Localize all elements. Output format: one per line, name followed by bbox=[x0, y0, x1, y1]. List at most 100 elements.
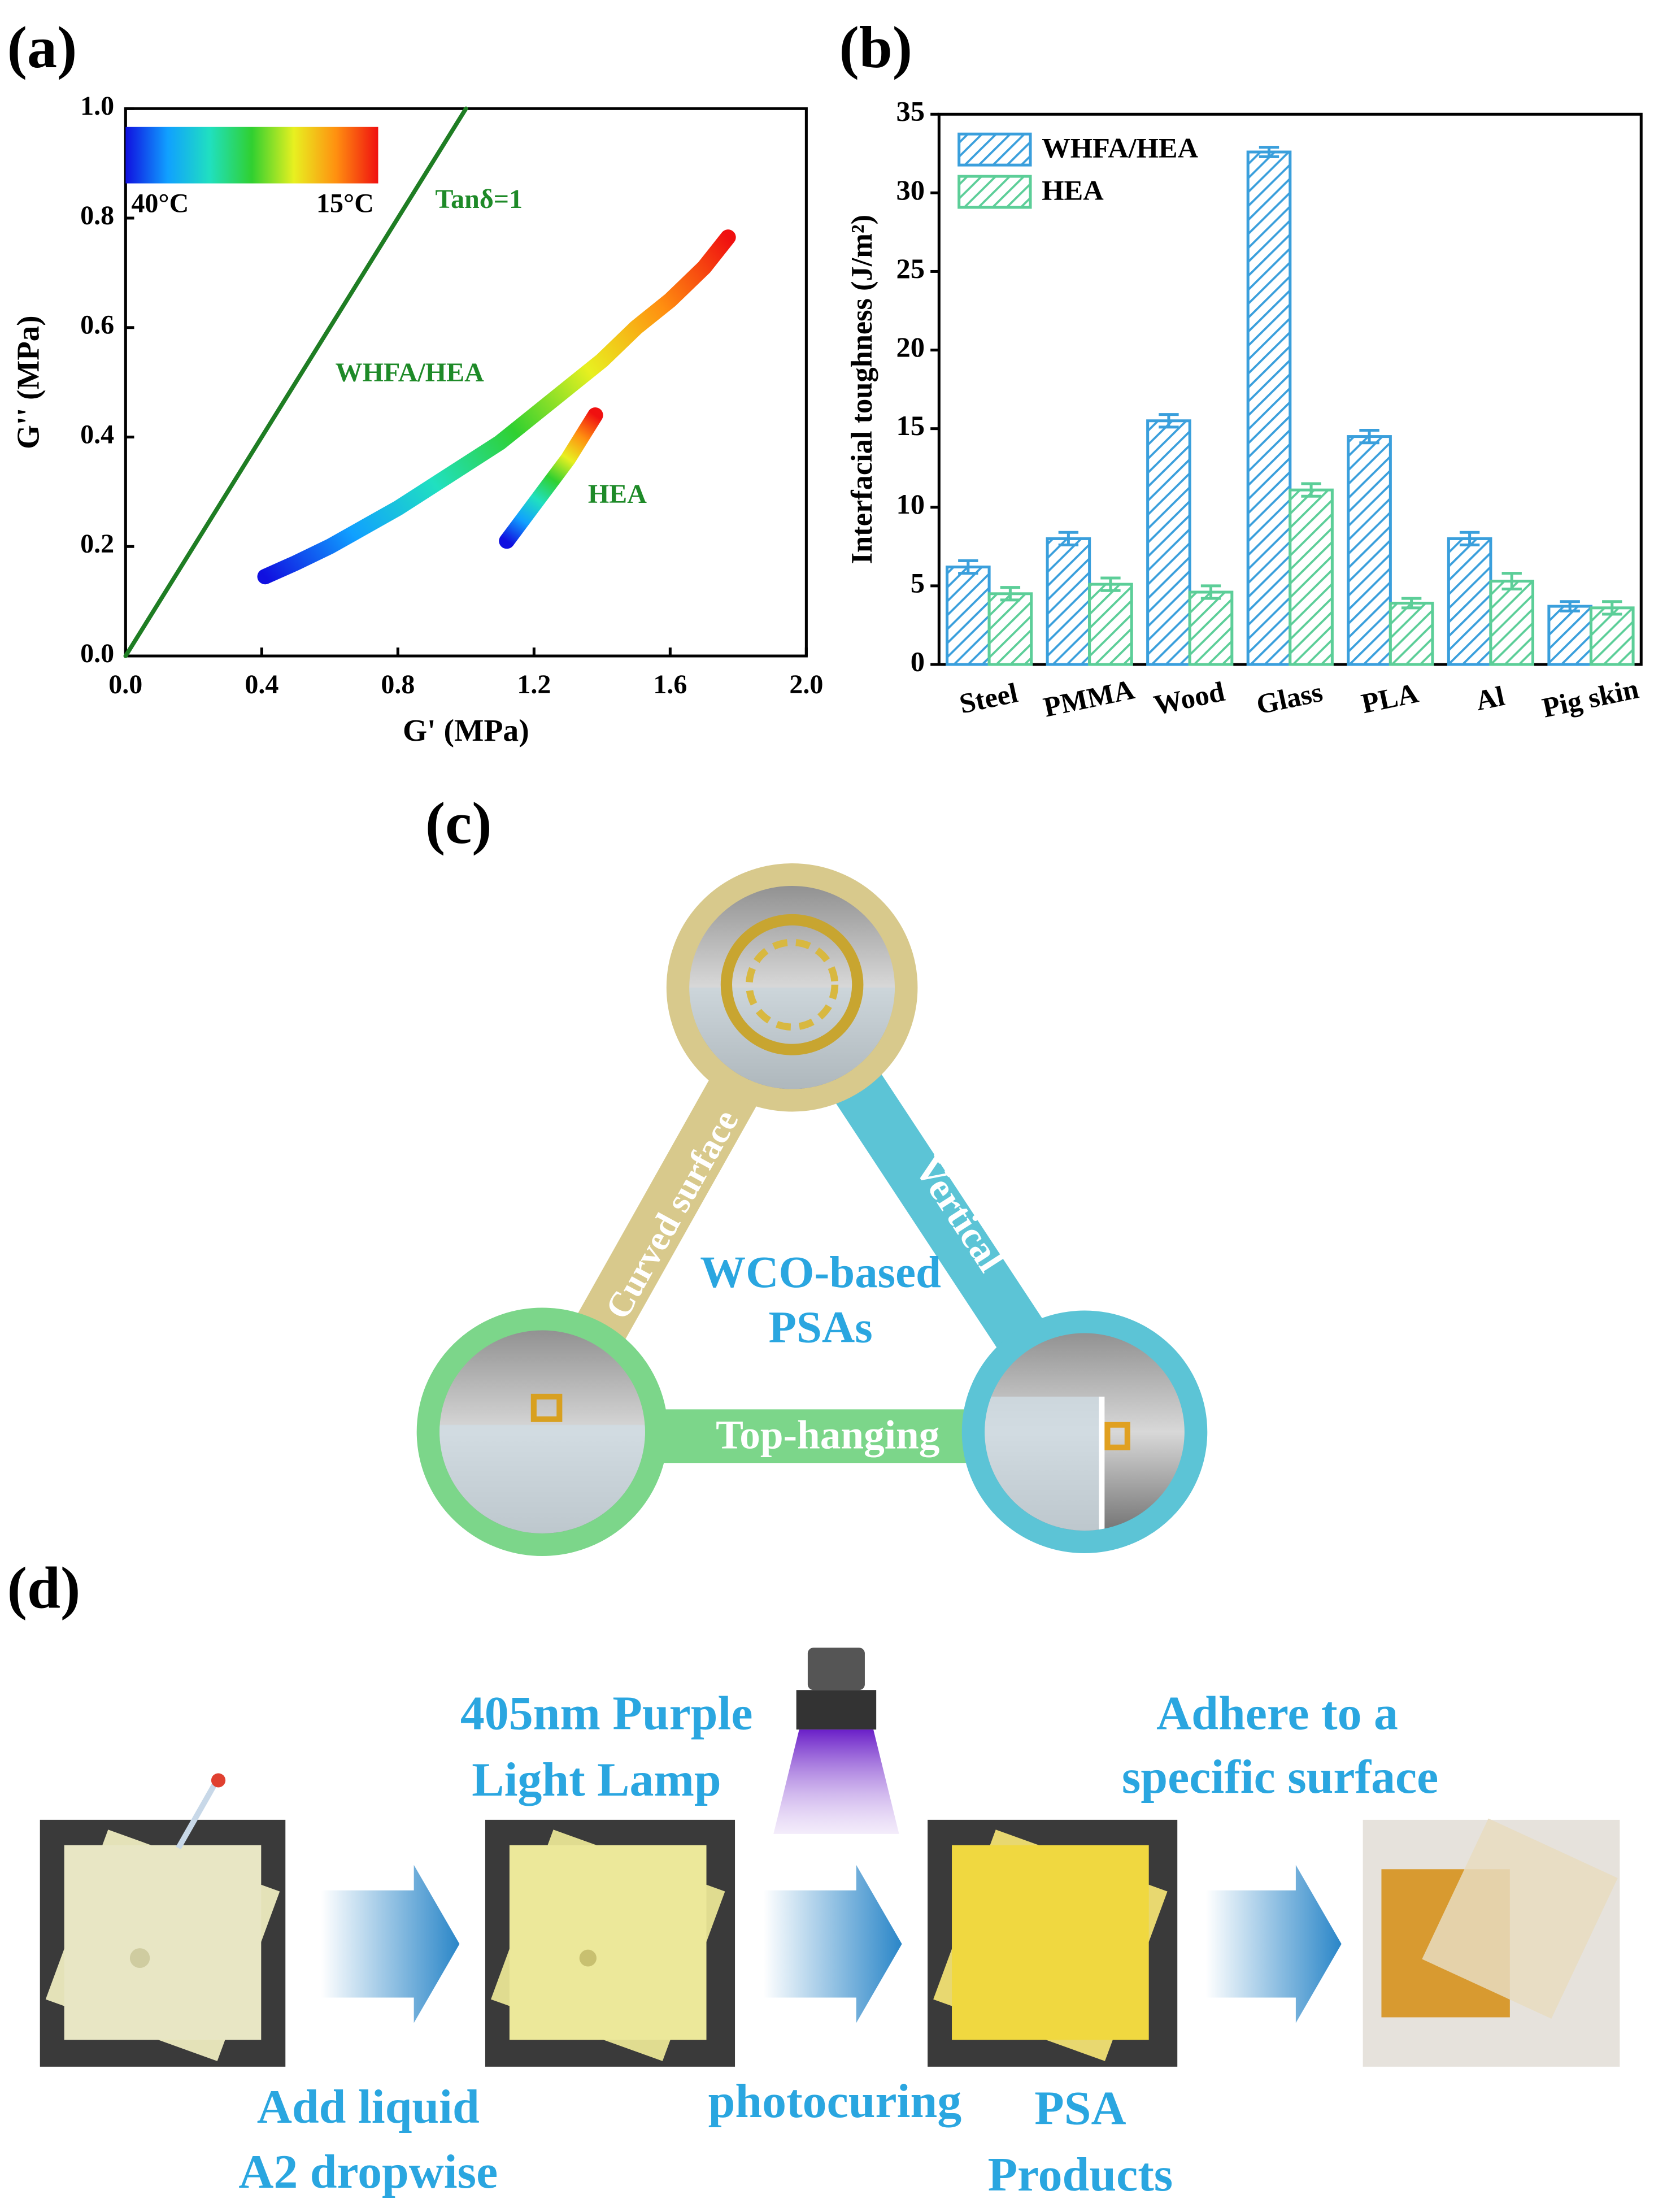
legend-label: HEA bbox=[1042, 175, 1103, 206]
colorbar bbox=[125, 127, 378, 184]
bar bbox=[945, 566, 991, 666]
y-tick-label: 20 bbox=[896, 331, 925, 363]
error-bar bbox=[1359, 428, 1379, 445]
colorbar-label: 15°C bbox=[316, 189, 374, 219]
error-bar bbox=[958, 559, 978, 575]
step-text: A2 dropwise bbox=[238, 2146, 498, 2198]
photo bbox=[928, 1819, 1178, 2067]
x-tick-label: Pig skin bbox=[1539, 673, 1642, 724]
x-tick-label: 0.0 bbox=[108, 670, 142, 699]
step-text: 405nm Purple bbox=[460, 1687, 753, 1740]
y-tick-label: 1.0 bbox=[80, 91, 114, 121]
y-tick-label: 15 bbox=[896, 410, 925, 441]
error-bar bbox=[1501, 572, 1522, 590]
bar bbox=[1347, 435, 1392, 666]
bar bbox=[1188, 590, 1234, 666]
y-axis-label: G'' (MPa) bbox=[11, 315, 45, 449]
arrow bbox=[763, 1865, 902, 2023]
bar bbox=[1547, 605, 1593, 666]
bar bbox=[1046, 537, 1091, 666]
y-tick-label: 10 bbox=[896, 489, 925, 520]
panel-label: (d) bbox=[7, 1555, 81, 1620]
x-tick-label: 1.2 bbox=[517, 670, 551, 699]
arrow bbox=[321, 1865, 460, 2023]
panel-c: (c) WCO-based PSAs Curved surface Vertic… bbox=[416, 790, 1208, 1556]
bar bbox=[987, 592, 1033, 666]
panel-label: (b) bbox=[839, 14, 912, 80]
series-label: Tanδ=1 bbox=[436, 184, 523, 214]
panel-label: (c) bbox=[425, 790, 492, 856]
step-text: specific surface bbox=[1122, 1750, 1438, 1803]
lamp bbox=[807, 1648, 865, 1690]
panel-label: (a) bbox=[7, 14, 77, 80]
colorbar-label: 40°C bbox=[131, 189, 189, 219]
bar bbox=[1088, 583, 1133, 666]
y-tick-label: 0.0 bbox=[80, 638, 114, 668]
step-text: photocuring bbox=[708, 2075, 962, 2128]
arrow bbox=[1205, 1865, 1342, 2023]
error-bar bbox=[1159, 413, 1179, 429]
step-text: Adhere to a bbox=[1156, 1687, 1398, 1740]
photo bbox=[1363, 1818, 1620, 2067]
series-label: HEA bbox=[588, 479, 647, 509]
center-text: WCO-based bbox=[700, 1247, 941, 1297]
y-tick-label: 0 bbox=[911, 646, 925, 677]
series-line bbox=[123, 106, 468, 658]
y-tick-label: 0.4 bbox=[80, 420, 114, 450]
bar bbox=[1489, 580, 1535, 666]
legend-swatch bbox=[957, 175, 1032, 209]
legend-swatch bbox=[957, 132, 1032, 167]
y-axis-label: Interfacial toughness (J/m²) bbox=[846, 215, 878, 564]
x-tick-label: 1.6 bbox=[653, 670, 687, 699]
y-tick-label: 0.2 bbox=[80, 529, 114, 559]
step-text: Add liquid bbox=[257, 2081, 480, 2133]
series-label: WHFA/HEA bbox=[336, 358, 485, 388]
series-line bbox=[499, 407, 603, 549]
step-text: Products bbox=[988, 2148, 1173, 2201]
error-bar bbox=[1200, 584, 1221, 600]
x-tick-label: PLA bbox=[1359, 677, 1421, 719]
y-tick-label: 0.8 bbox=[80, 201, 114, 231]
y-tick-label: 25 bbox=[896, 253, 925, 284]
error-bar bbox=[1560, 600, 1580, 612]
bar bbox=[1246, 150, 1292, 666]
bar bbox=[1389, 601, 1434, 666]
error-bar bbox=[1401, 597, 1422, 610]
error-bar bbox=[1459, 531, 1480, 547]
y-tick-label: 5 bbox=[911, 567, 925, 599]
center-text: PSAs bbox=[769, 1302, 873, 1352]
y-tick-label: 0.6 bbox=[80, 310, 114, 340]
error-bar bbox=[1602, 600, 1622, 616]
panel-d: (d) bbox=[7, 1555, 1620, 2201]
x-tick-label: Al bbox=[1473, 680, 1507, 716]
error-bar bbox=[1301, 482, 1321, 498]
x-tick-label: Steel bbox=[956, 677, 1020, 720]
x-tick-label: 0.4 bbox=[245, 670, 278, 699]
y-tick-label: 30 bbox=[896, 174, 925, 206]
photo bbox=[485, 1819, 735, 2067]
series-line bbox=[257, 229, 736, 585]
x-tick-label: 0.8 bbox=[381, 670, 415, 699]
x-tick-label: 2.0 bbox=[789, 670, 823, 699]
error-bar bbox=[1259, 146, 1279, 158]
error-bar bbox=[1100, 576, 1121, 592]
x-tick-label: Wood bbox=[1151, 675, 1227, 720]
x-tick-label: Glass bbox=[1253, 676, 1325, 720]
x-tick-label: PMMA bbox=[1041, 673, 1137, 723]
bar bbox=[1589, 606, 1635, 666]
lamp-beam bbox=[773, 1729, 899, 1834]
photo bbox=[40, 1773, 286, 2067]
bar bbox=[1447, 537, 1492, 666]
legend-label: WHFA/HEA bbox=[1042, 132, 1198, 164]
step-text: Light Lamp bbox=[472, 1753, 721, 1806]
step-text: PSA bbox=[1034, 2082, 1126, 2135]
edge-label: Top-hanging bbox=[716, 1412, 939, 1458]
bar bbox=[1289, 488, 1334, 666]
error-bar bbox=[1000, 586, 1021, 602]
x-axis-label: G' (MPa) bbox=[403, 713, 529, 748]
lamp bbox=[796, 1690, 877, 1730]
error-bar bbox=[1058, 531, 1079, 547]
y-tick-label: 35 bbox=[896, 95, 925, 127]
bar bbox=[1146, 419, 1191, 666]
